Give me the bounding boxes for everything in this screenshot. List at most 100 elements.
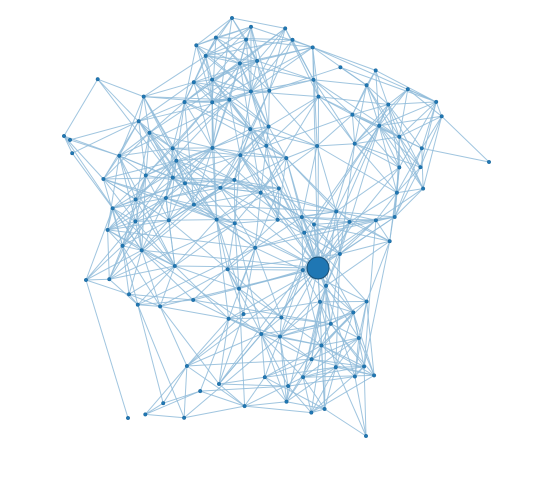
graph-edge <box>172 177 195 206</box>
graph-node <box>238 153 243 158</box>
graph-edge <box>107 229 123 247</box>
graph-edge <box>254 216 303 249</box>
graph-edge <box>103 132 150 180</box>
graph-edge <box>227 247 256 270</box>
graph-edge <box>244 401 287 407</box>
graph-edge <box>205 39 247 57</box>
graph-edge <box>211 62 241 81</box>
graph-edge <box>229 99 267 147</box>
graph-edge <box>141 175 147 251</box>
graph-edge <box>435 101 443 117</box>
graph-edge <box>279 336 287 402</box>
graph-edge <box>184 101 251 130</box>
graph-edge <box>363 366 367 437</box>
graph-node <box>101 176 106 181</box>
graph-edge <box>118 120 140 157</box>
graph-edge <box>218 383 245 407</box>
graph-edge <box>260 192 319 269</box>
graph-edge <box>184 102 195 205</box>
graph-edge <box>143 96 230 101</box>
graph-edge <box>193 267 319 301</box>
graph-node <box>397 165 402 170</box>
graph-edge <box>288 376 355 387</box>
graph-edge <box>279 323 331 337</box>
graph-edge <box>378 88 409 127</box>
graph-edge <box>211 63 241 103</box>
graph-edge <box>317 143 356 269</box>
graph-node <box>147 130 152 135</box>
graph-edge <box>184 101 287 159</box>
graph-edge <box>421 148 424 189</box>
graph-edge <box>103 177 173 180</box>
graph-edge <box>239 63 270 127</box>
graph-edge <box>168 220 176 267</box>
graph-edge <box>103 178 136 222</box>
graph-node <box>258 190 263 195</box>
graph-edge <box>109 222 236 280</box>
graph-edge <box>268 96 319 127</box>
graph-edge <box>311 312 354 360</box>
graph-edge <box>211 102 218 220</box>
graph-edge <box>317 143 355 147</box>
graph-edge <box>122 197 167 247</box>
graph-edge <box>351 84 368 115</box>
graph-edge <box>419 101 437 168</box>
graph-edge <box>145 160 177 176</box>
graph-edge <box>165 177 174 199</box>
graph-edge <box>141 249 194 301</box>
graph-edge <box>246 39 313 48</box>
graph-edge <box>234 192 262 224</box>
graph-edge <box>264 376 287 403</box>
graph-edge <box>398 89 409 137</box>
graph-edge <box>107 155 120 230</box>
graph-edge <box>227 269 244 315</box>
graph-node <box>216 382 221 387</box>
graph-edge <box>141 204 195 251</box>
graph-edge <box>250 26 258 61</box>
graph-node <box>318 299 323 304</box>
graph-edge <box>137 304 164 404</box>
graph-edge <box>220 187 278 221</box>
graph-node <box>267 88 272 93</box>
graph-edge <box>313 79 353 116</box>
graph-node <box>377 123 382 128</box>
graph-edge <box>313 79 400 138</box>
graph-edge <box>354 136 400 145</box>
graph-edge <box>387 104 421 168</box>
graph-node <box>338 65 343 70</box>
graph-edge <box>303 366 365 378</box>
graph-edge <box>141 219 170 251</box>
graph-edge <box>85 279 129 419</box>
graph-edge <box>260 333 266 378</box>
graph-edge <box>122 245 130 295</box>
graph-edge <box>396 188 424 194</box>
graph-edge <box>137 265 176 306</box>
graph-edge <box>144 365 188 415</box>
graph-edge <box>419 116 443 168</box>
graph-edge <box>407 88 443 117</box>
graph-edge <box>398 101 437 138</box>
graph-edge <box>234 179 279 189</box>
graph-edge <box>243 301 321 315</box>
graph-edge <box>227 269 240 289</box>
graph-node <box>248 24 253 29</box>
graph-edge <box>238 288 282 318</box>
graph-edges <box>63 17 490 437</box>
graph-node <box>182 415 187 420</box>
graph-edge <box>122 175 147 246</box>
graph-edge <box>378 125 400 138</box>
graph-edge <box>339 219 377 255</box>
graph-node <box>300 268 305 273</box>
graph-edge <box>261 333 281 337</box>
graph-node <box>182 100 187 105</box>
graph-edge <box>375 70 380 126</box>
graph-edge <box>330 253 341 324</box>
graph-edge <box>268 90 318 147</box>
graph-edge <box>421 147 490 163</box>
graph-edge <box>250 91 319 98</box>
graph-edge <box>286 145 318 159</box>
graph-edge <box>351 114 356 144</box>
graph-node <box>170 175 175 180</box>
graph-node <box>373 68 378 73</box>
